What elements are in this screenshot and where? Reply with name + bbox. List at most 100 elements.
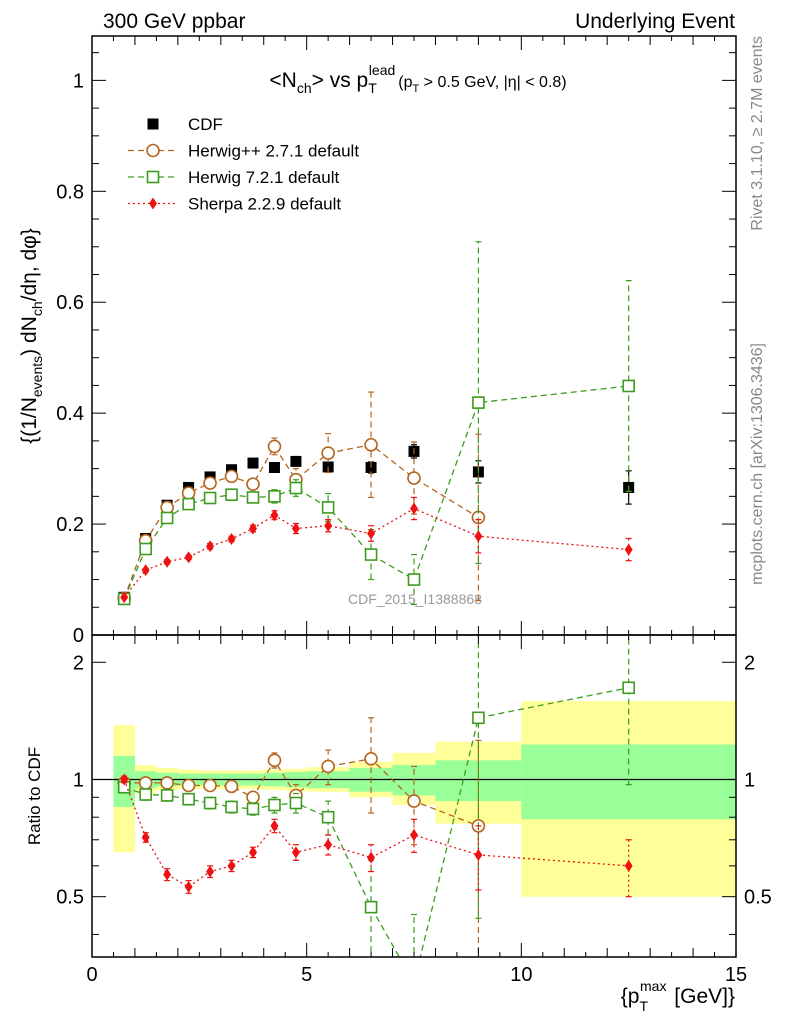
y-axis-label-main: {(1/Nevents) dNch/dη, dφ} <box>18 228 45 444</box>
ratio-point-herwig-2-7-1-default <box>203 778 217 793</box>
main-point-sherpa-2-2-9-default <box>184 551 193 564</box>
ratio-point-sherpa-2-2-9-default <box>270 819 279 832</box>
main-series-cdf <box>118 444 635 603</box>
main-panel-content <box>117 241 635 606</box>
legend-marker <box>149 197 157 210</box>
ratio-point-sherpa-2-2-9-default <box>624 859 633 872</box>
main-line-sherpa-2-2-9-default <box>123 507 629 598</box>
ratio-point-sherpa-2-2-9-default <box>410 829 418 842</box>
ratio-panel-content <box>92 635 736 957</box>
ratio-point-herwig-7-2-1-default <box>321 810 335 824</box>
legend-marker <box>147 118 159 130</box>
ratio-point-sherpa-2-2-9-default <box>141 831 150 844</box>
main-point-herwig-7-2-1-default <box>622 379 635 393</box>
ratio-point-herwig-7-2-1-default <box>203 796 217 810</box>
main-series-herwig-2-7-1-default <box>117 391 486 606</box>
ratio-line-herwig-7-2-1-default <box>123 687 629 957</box>
x-axis-label: {pTmax [GeV]} <box>621 978 735 1014</box>
legend-marker <box>146 170 160 184</box>
x-tick-label: 5 <box>301 964 312 986</box>
ratio-series-sherpa-2-2-9-default <box>120 773 633 898</box>
main-point-sherpa-2-2-9-default <box>249 522 257 535</box>
main-point-cdf <box>268 462 280 474</box>
main-line-herwig-7-2-1-default <box>123 385 629 600</box>
main-point-herwig-7-2-1-default <box>139 542 152 556</box>
main-point-herwig-7-2-1-default <box>160 511 174 525</box>
ratio-series-herwig-2-7-1-default <box>117 717 486 957</box>
legend-label: Sherpa 2.2.9 default <box>188 195 341 214</box>
ratio-point-herwig-7-2-1-default <box>268 798 281 812</box>
legend-item-herwig-2-7-1-default: Herwig++ 2.7.1 default <box>128 142 359 161</box>
main-point-herwig-2-7-1-default <box>160 500 174 515</box>
ratio-series-herwig-7-2-1-default <box>117 635 635 957</box>
main-point-sherpa-2-2-9-default <box>120 591 129 604</box>
legend-item-sherpa-2-2-9-default: Sherpa 2.2.9 default <box>128 195 341 214</box>
main-point-herwig-2-7-1-default <box>407 471 421 485</box>
ylabel-part-b: ) dN <box>18 316 41 356</box>
ylabel-part-events: events <box>29 356 45 397</box>
xlabel-part-max: max <box>640 978 666 994</box>
xlabel-part-a: {p <box>621 985 640 1008</box>
xlabel-part-b: [GeV]} <box>668 985 735 1008</box>
y-tick-label-ratio-right: 0.5 <box>744 887 772 909</box>
main-point-herwig-7-2-1-default <box>182 497 195 511</box>
chart-title: <Nch> vs pTlead(pT > 0.5 GeV, |η| < 0.8) <box>269 62 566 96</box>
ratio-point-herwig-2-7-1-default <box>181 778 196 793</box>
ylabel-part-ch: ch <box>29 301 45 316</box>
main-point-sherpa-2-2-9-default <box>624 543 633 556</box>
main-point-sherpa-2-2-9-default <box>474 530 483 543</box>
main-point-herwig-2-7-1-default <box>321 446 335 460</box>
main-point-cdf <box>365 462 377 474</box>
main-point-sherpa-2-2-9-default <box>291 522 300 535</box>
main-point-sherpa-2-2-9-default <box>270 509 279 522</box>
ratio-point-herwig-7-2-1-default <box>622 681 635 695</box>
y-tick-label-main: 0 <box>73 625 84 647</box>
ratio-point-herwig-2-7-1-default <box>224 779 239 794</box>
main-point-herwig-7-2-1-default <box>364 548 378 561</box>
side-label-mcplots: mcplots.cern.ch [arXiv:1306.3436] <box>749 343 766 585</box>
ratio-point-herwig-7-2-1-default <box>225 800 238 814</box>
legend-item-herwig-7-2-1-default: Herwig 7.2.1 default <box>128 168 339 187</box>
main-point-herwig-7-2-1-default <box>407 573 421 586</box>
main-point-cdf <box>290 455 302 467</box>
main-point-sherpa-2-2-9-default <box>163 555 172 568</box>
y-tick-label-ratio-left: 2 <box>73 652 84 674</box>
main-point-herwig-7-2-1-default <box>268 490 281 503</box>
ratio-point-herwig-7-2-1-default <box>289 796 303 810</box>
ratio-point-sherpa-2-2-9-default <box>206 865 215 878</box>
ratio-point-sherpa-2-2-9-default <box>184 880 193 893</box>
ratio-point-herwig-2-7-1-default <box>407 794 421 808</box>
legend-item-cdf: CDF <box>147 115 223 134</box>
x-tick-label: 15 <box>725 964 747 986</box>
ratio-point-sherpa-2-2-9-default <box>367 851 376 864</box>
legend: CDF Herwig++ 2.7.1 default Herwig 7.2.1 de… <box>128 115 359 214</box>
ratio-point-herwig-2-7-1-default <box>321 759 335 774</box>
ratio-panel-axes: 0.5 0.5 1 1 2 2 0 5 10 15 <box>56 635 772 986</box>
legend-marker <box>146 143 160 158</box>
main-point-cdf <box>247 457 259 469</box>
y-tick-label-main: 0.6 <box>56 292 84 314</box>
main-point-sherpa-2-2-9-default <box>227 533 236 546</box>
side-label-rivet: Rivet 3.1.10, ≥ 2.7M events <box>749 36 766 231</box>
ratio-point-herwig-7-2-1-default <box>364 900 378 914</box>
main-point-sherpa-2-2-9-default <box>410 502 418 515</box>
y-tick-label-main: 0.4 <box>56 403 84 425</box>
ratio-point-sherpa-2-2-9-default <box>120 773 129 786</box>
title-part-vs: > vs p <box>312 69 369 92</box>
title-part-cuts-T: T <box>413 83 420 95</box>
title-part-lead: lead <box>369 62 395 78</box>
ylabel-part-c: /dη, dφ} <box>18 228 41 301</box>
y-tick-label-ratio-right: 1 <box>744 769 755 791</box>
ratio-point-sherpa-2-2-9-default <box>291 846 300 859</box>
main-point-herwig-2-7-1-default <box>181 486 196 500</box>
title-part-T: T <box>368 80 377 96</box>
ratio-point-herwig-7-2-1-default <box>160 789 174 802</box>
x-tick-label: 10 <box>510 964 532 986</box>
xlabel-part-T: T <box>639 998 648 1014</box>
ratio-point-herwig-2-7-1-default <box>267 753 282 768</box>
y-tick-label-ratio-left: 0.5 <box>56 887 84 909</box>
y-tick-label-main: 0.2 <box>56 514 84 536</box>
y-tick-label-main: 0.8 <box>56 181 84 203</box>
title-part-cuts-b: > 0.5 GeV, |η| < 0.8) <box>419 74 566 91</box>
